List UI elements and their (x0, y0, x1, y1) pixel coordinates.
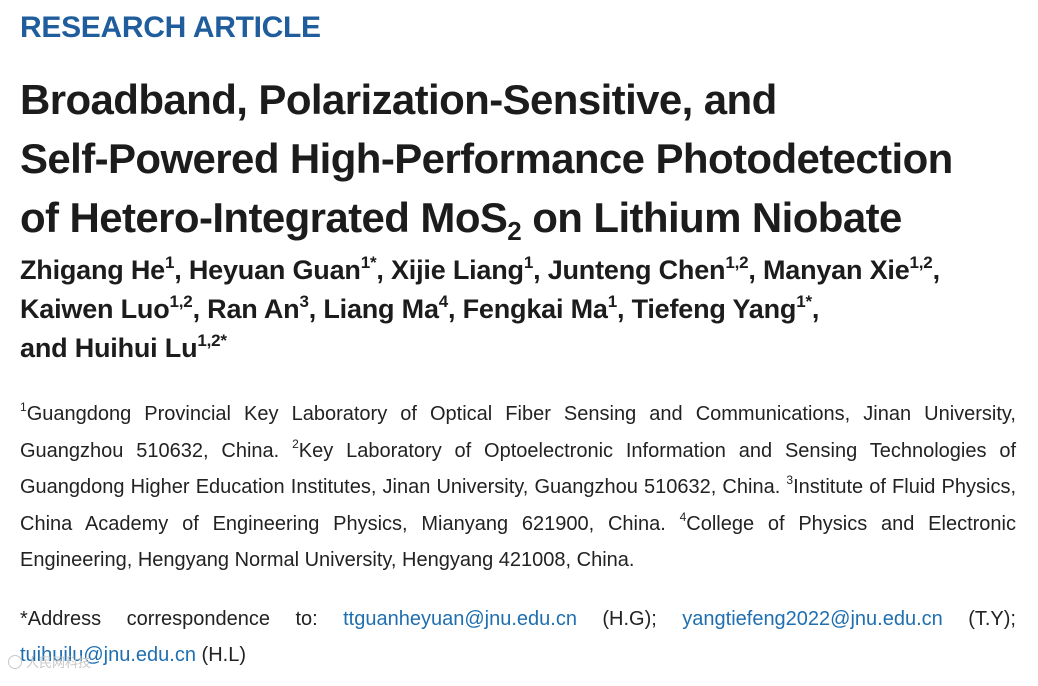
email-link[interactable]: tuihuilu@jnu.edu.cn (20, 643, 196, 666)
watermark: 人民网科技 (8, 652, 91, 671)
article-header: RESEARCH ARTICLE Broadband, Polarization… (20, 8, 1016, 673)
author-name: Zhigang He (20, 255, 165, 285)
watermark-text: 人民网科技 (26, 655, 92, 670)
author-affiliation-marker: 1,2 (909, 253, 933, 272)
author-affiliation-marker: 3 (299, 292, 309, 311)
author-name: Tiefeng Yang (631, 294, 797, 324)
author-conjunction: and (20, 333, 75, 363)
author-affiliation-marker: 1* (360, 253, 377, 272)
author-affiliation-marker: 1,2 (169, 292, 193, 311)
email-link[interactable]: ttguanheyuan@jnu.edu.cn (343, 607, 577, 630)
author-name: Huihui Lu (74, 333, 198, 363)
affiliation-text: Guangdong Provincial Key Laboratory of O… (20, 403, 1016, 462)
affiliation-number: 1 (20, 400, 27, 414)
title-line-3: of Hetero-Integrated MoS2 on Lithium Nio… (20, 194, 902, 246)
author-affiliation-marker: 1* (796, 292, 812, 311)
author-name: Xijie Liang (391, 255, 524, 285)
author-name: Junteng Chen (547, 255, 726, 285)
author-name: Heyuan Guan (188, 255, 361, 285)
email-owner: (T.Y); (942, 607, 1016, 630)
affiliation-text: Key Laboratory of Optoelectronic Informa… (20, 439, 1016, 499)
correspondence-label: *Address correspondence to: (20, 607, 344, 630)
title-subscript: 2 (507, 216, 522, 246)
author-name: Liang Ma (323, 294, 439, 324)
author-affiliation-marker: 1 (607, 292, 617, 311)
title-line-1: Broadband, Polarization-Sensitive, and (20, 76, 777, 123)
affiliations: 1Guangdong Provincial Key Laboratory of … (20, 396, 1016, 579)
author-name: Ran An (207, 294, 300, 324)
circle-logo-icon (8, 654, 22, 669)
email-owner: (H.G); (576, 607, 683, 630)
author-affiliation-marker: 1 (523, 253, 534, 272)
affiliation-number: 3 (786, 473, 794, 488)
correspondence: *Address correspondence to: ttguanheyuan… (20, 601, 1016, 673)
article-type-label: RESEARCH ARTICLE (20, 11, 321, 44)
author-name: Fengkai Ma (462, 294, 608, 324)
email-link[interactable]: yangtiefeng2022@jnu.edu.cn (682, 607, 943, 630)
author-affiliation-marker: 1,2* (197, 331, 227, 350)
affiliation-text: College of Physics and Electronic Engine… (20, 512, 1016, 572)
author-name: Kaiwen Luo (20, 294, 170, 324)
author-list: Zhigang He1, Heyuan Guan1*, Xijie Liang1… (20, 253, 940, 363)
article-title: Broadband, Polarization-Sensitive, and S… (20, 70, 1016, 247)
title-line-2: Self-Powered High-Performance Photodetec… (20, 135, 953, 182)
author-affiliation-marker: 1 (165, 253, 175, 272)
affiliation-number: 2 (292, 436, 299, 451)
author-affiliation-marker: 4 (438, 292, 449, 311)
author-name: Manyan Xie (762, 255, 910, 285)
affiliation-number: 4 (679, 509, 687, 524)
author-affiliation-marker: 1,2 (725, 253, 749, 272)
affiliation-text: Institute of Fluid Physics, China Academ… (20, 476, 1016, 535)
email-owner: (H.L) (195, 643, 246, 666)
